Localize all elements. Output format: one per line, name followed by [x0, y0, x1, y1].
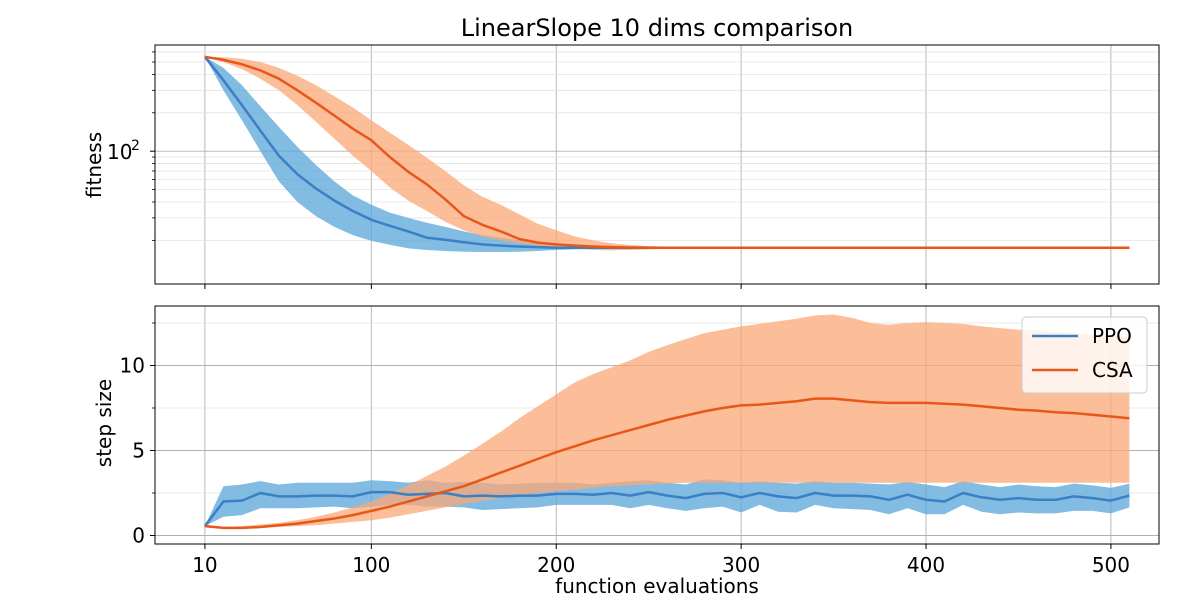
legend-label-csa: CSA	[1092, 358, 1133, 382]
x-tick-label: 10	[192, 553, 217, 577]
top-band-csa	[204, 56, 1130, 251]
top-line-csa	[204, 55, 1130, 250]
y-tick-label: 5	[132, 439, 145, 463]
bottom-line-csa	[204, 397, 1130, 530]
bottom-axes-frame	[154, 305, 1160, 545]
legend-label-ppo: PPO	[1092, 324, 1132, 348]
bottom-ticks: 10 100 200 300 400 500 0 5 10	[120, 322, 1130, 577]
top-lines	[203, 55, 1130, 250]
top-panel: 102	[107, 44, 1160, 289]
bottom-y-axis-label: step size	[92, 379, 116, 467]
x-tick-label: 200	[537, 553, 575, 577]
legend: PPO CSA	[1021, 316, 1148, 394]
y-tick-label: 10	[120, 354, 145, 378]
chart-title: LinearSlope 10 dims comparison	[461, 14, 854, 42]
bottom-lines	[203, 397, 1130, 530]
top-ticks: 102	[107, 51, 1112, 289]
bottom-line-ppo	[203, 490, 1130, 527]
x-tick-label: 400	[907, 553, 945, 577]
x-tick-label: 300	[722, 553, 760, 577]
y-tick-label-exponent: 2	[131, 138, 140, 154]
x-tick-label: 500	[1092, 553, 1130, 577]
y-tick-label-base: 10	[107, 140, 132, 164]
bottom-panel: 10 100 200 300 400 500 0 5 10	[120, 305, 1160, 577]
x-axis-label: function evaluations	[555, 574, 759, 598]
y-tick-label: 0	[132, 524, 145, 548]
top-axes-frame	[154, 44, 1160, 285]
top-y-axis-label: fitness	[82, 132, 106, 198]
x-tick-label: 100	[352, 553, 390, 577]
top-bands	[204, 56, 1130, 252]
